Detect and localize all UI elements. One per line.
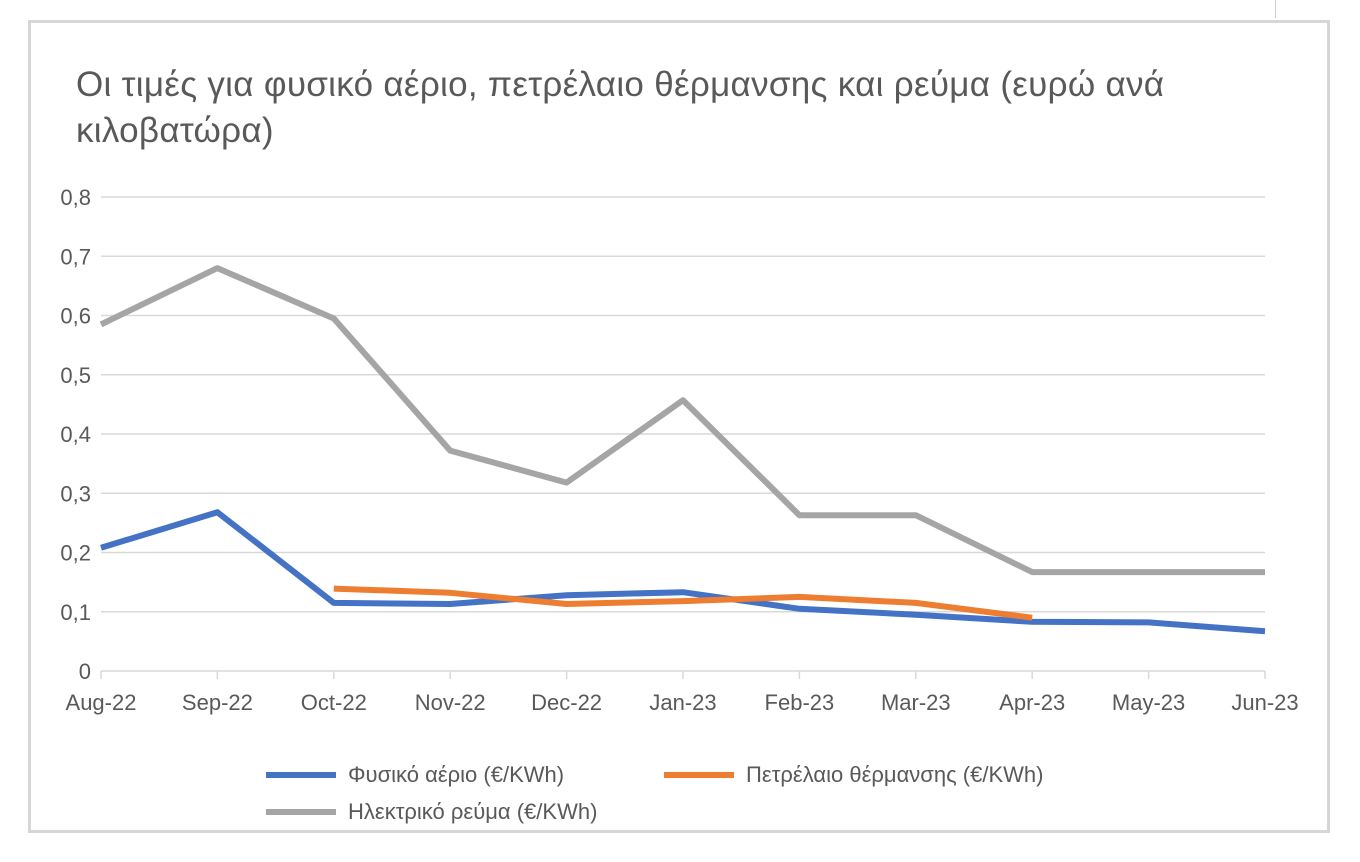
x-tick-label: Aug-22 (66, 690, 137, 715)
y-tick-label: 0,6 (60, 304, 91, 329)
x-tick-label: Feb-23 (765, 690, 835, 715)
y-tick-label: 0 (79, 659, 91, 684)
series-line-1 (333, 585, 1033, 621)
y-tick-label: 0,4 (60, 422, 91, 447)
x-tick-label: Apr-23 (999, 690, 1065, 715)
x-tick-label: Dec-22 (531, 690, 602, 715)
x-tick-label: Sep-22 (182, 690, 253, 715)
y-tick-label: 0,7 (60, 244, 91, 269)
chart-title: Οι τιμές για φυσικό αέριο, πετρέλαιο θέρ… (76, 65, 1165, 150)
y-tick-label: 0,3 (60, 481, 91, 506)
y-tick-label: 0,5 (60, 363, 91, 388)
x-tick-label: Oct-22 (301, 690, 367, 715)
chart-frame (28, 20, 1330, 833)
background-divider (1275, 0, 1276, 18)
series-line-2 (99, 265, 1265, 576)
x-tick-label: May-23 (1112, 690, 1185, 715)
y-tick-label: 0,8 (60, 185, 91, 210)
x-tick-label: Jun-23 (1231, 690, 1298, 715)
y-tick-label: 0,2 (60, 541, 91, 566)
x-tick-label: Mar-23 (881, 690, 951, 715)
series-line-0 (100, 509, 1266, 635)
x-tick-label: Nov-22 (415, 690, 486, 715)
y-tick-label: 0,1 (60, 600, 91, 625)
x-tick-label: Jan-23 (649, 690, 716, 715)
